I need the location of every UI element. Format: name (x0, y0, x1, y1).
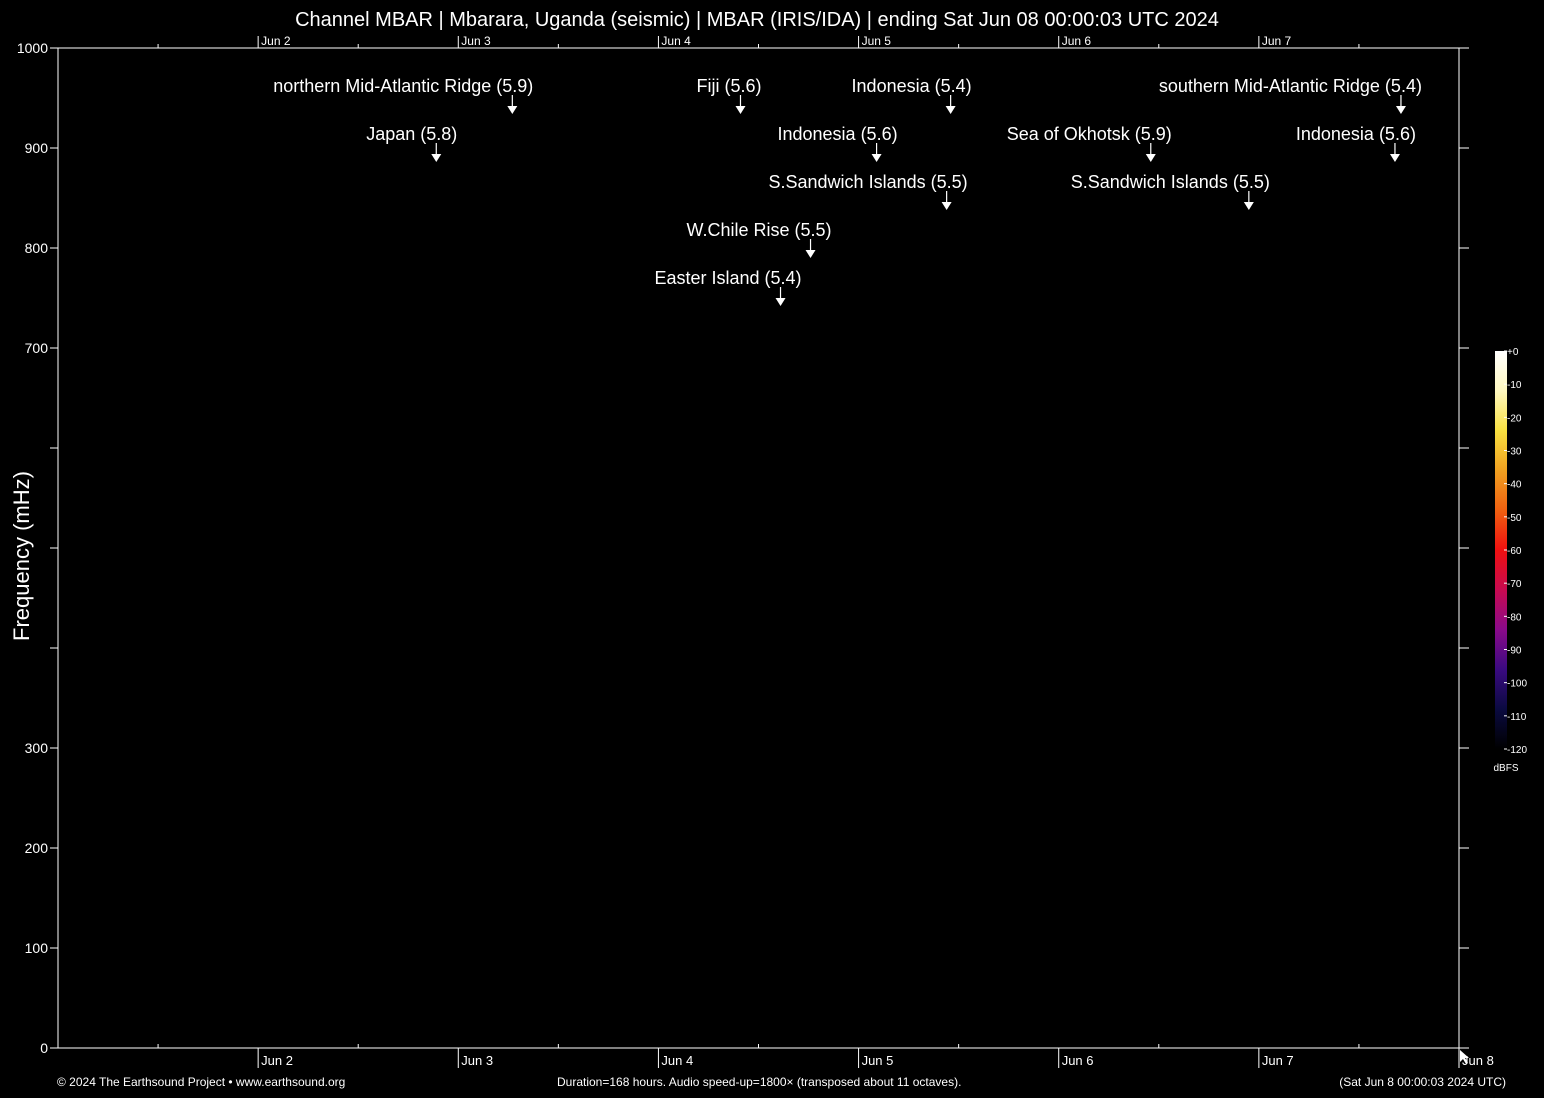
x-tick-label: Jun 4 (661, 1053, 693, 1068)
event-marker: S.Sandwich Islands (5.5) (1071, 172, 1270, 210)
event-label: Indonesia (5.6) (778, 124, 898, 144)
event-arrow-head (431, 154, 442, 162)
footer-copyright: © 2024 The Earthsound Project • www.eart… (57, 1075, 346, 1089)
colorbar-tick-label: -70 (1507, 579, 1522, 590)
event-arrow-head (871, 154, 882, 162)
event-arrow-head (1389, 154, 1400, 162)
colorbar-tick-label: -50 (1507, 513, 1522, 524)
x-tick-label-top: Jun 4 (661, 34, 691, 48)
x-tick-label-top: Jun 6 (1062, 34, 1092, 48)
event-marker: northern Mid-Atlantic Ridge (5.9) (273, 76, 533, 114)
y-tick-label: 900 (25, 140, 49, 156)
event-marker: southern Mid-Atlantic Ridge (5.4) (1159, 76, 1422, 114)
event-label: S.Sandwich Islands (5.5) (1071, 172, 1270, 192)
colorbar-tick-label: -40 (1507, 480, 1522, 491)
y-tick-label: 1000 (17, 40, 48, 56)
colorbar-tick-label: -60 (1507, 546, 1522, 557)
event-arrow-head (1395, 106, 1406, 114)
event-label: Sea of Okhotsk (5.9) (1007, 124, 1172, 144)
x-tick-label-top: Jun 3 (461, 34, 491, 48)
colorbar-tick-label: -110 (1507, 712, 1527, 723)
colorbar-tick-label: -90 (1507, 646, 1522, 657)
event-label: Indonesia (5.6) (1296, 124, 1416, 144)
event-label: S.Sandwich Islands (5.5) (769, 172, 968, 192)
y-tick-label: 800 (25, 240, 49, 256)
x-tick-label: Jun 7 (1262, 1053, 1294, 1068)
x-tick-label: Jun 2 (261, 1053, 293, 1068)
y-tick-label: 100 (25, 940, 49, 956)
colorbar-tick-label: +0 (1507, 347, 1519, 358)
y-tick-label: 700 (25, 340, 49, 356)
event-marker: Japan (5.8) (366, 124, 457, 162)
event-marker: Fiji (5.6) (696, 76, 761, 114)
event-label: Fiji (5.6) (696, 76, 761, 96)
event-label: W.Chile Rise (5.5) (686, 220, 831, 240)
colorbar-tick-label: -120 (1507, 745, 1527, 756)
event-arrow-head (775, 298, 786, 306)
event-arrow-head (805, 250, 816, 258)
footer-duration: Duration=168 hours. Audio speed-up=1800×… (557, 1075, 962, 1089)
event-marker: Indonesia (5.6) (1296, 124, 1416, 162)
colorbar-tick-label: -80 (1507, 612, 1522, 623)
event-marker: Indonesia (5.4) (852, 76, 972, 114)
x-tick-label: Jun 8 (1462, 1053, 1494, 1068)
event-marker: Indonesia (5.6) (778, 124, 898, 162)
event-marker: W.Chile Rise (5.5) (686, 220, 832, 258)
footer-end-time: (Sat Jun 8 00:00:03 2024 UTC) (1339, 1075, 1506, 1089)
x-tick-label: Jun 5 (862, 1053, 894, 1068)
x-tick-label: Jun 3 (461, 1053, 493, 1068)
y-tick-label: 200 (25, 840, 49, 856)
event-marker: Sea of Okhotsk (5.9) (1007, 124, 1172, 162)
chart-title: Channel MBAR | Mbarara, Uganda (seismic)… (295, 9, 1219, 31)
y-tick-label: 300 (25, 740, 49, 756)
event-arrow-head (1145, 154, 1156, 162)
event-marker: S.Sandwich Islands (5.5) (769, 172, 968, 210)
event-label: northern Mid-Atlantic Ridge (5.9) (273, 76, 533, 96)
event-arrow-head (941, 202, 952, 210)
x-tick-label-top: Jun 5 (862, 34, 892, 48)
event-arrow-head (735, 106, 746, 114)
event-arrow-head (1243, 202, 1254, 210)
event-label: Easter Island (5.4) (654, 268, 801, 288)
event-marker: Easter Island (5.4) (654, 268, 802, 306)
colorbar-tick-label: -100 (1507, 679, 1527, 690)
colorbar-tick-label: -20 (1507, 413, 1522, 424)
event-label: southern Mid-Atlantic Ridge (5.4) (1159, 76, 1422, 96)
x-tick-label-top: Jun 2 (261, 34, 291, 48)
colorbar-tick-label: -10 (1507, 380, 1522, 391)
event-label: Japan (5.8) (366, 124, 457, 144)
event-label: Indonesia (5.4) (852, 76, 972, 96)
y-tick-label: 0 (40, 1040, 48, 1056)
colorbar-tick-label: -30 (1507, 447, 1522, 458)
colorbar-unit: dBFS (1493, 763, 1518, 774)
cursor-icon (1460, 1050, 1469, 1064)
x-tick-label-top: Jun 7 (1262, 34, 1292, 48)
event-arrow-head (507, 106, 518, 114)
event-arrow-head (945, 106, 956, 114)
plot-area (57, 47, 1460, 1049)
x-tick-label: Jun 6 (1062, 1053, 1094, 1068)
